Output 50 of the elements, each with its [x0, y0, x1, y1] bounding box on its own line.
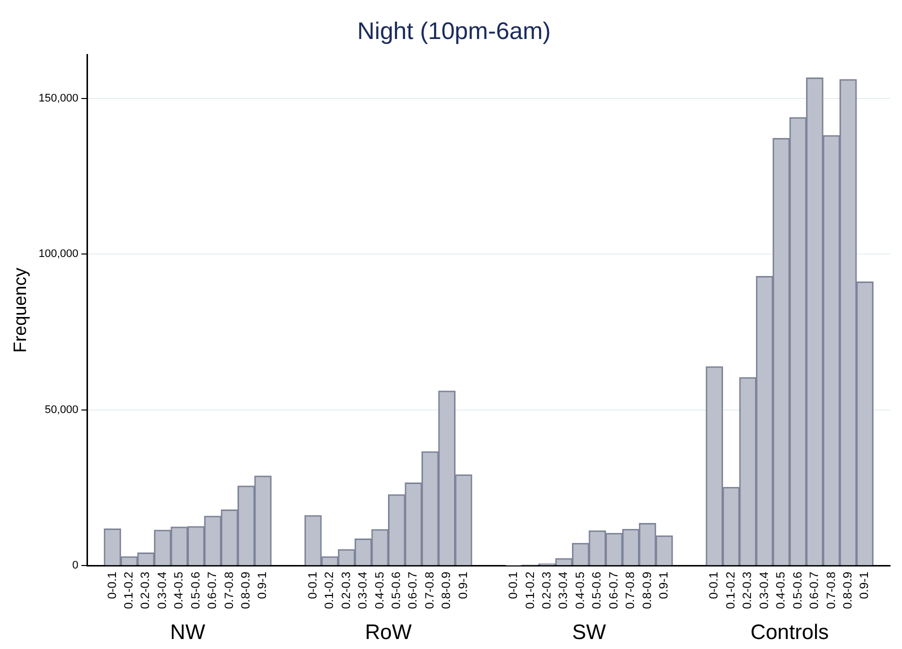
x-tick-label: 0.4-0.5 [372, 571, 386, 609]
x-tick-label: 0.9-1 [656, 571, 671, 599]
x-tick-label: 0.6-0.7 [205, 571, 220, 609]
x-tick-label: 0.1-0.2 [322, 571, 336, 609]
x-tick-label: 0.5-0.6 [590, 571, 604, 609]
x-tick-label: 0.8-0.9 [840, 571, 854, 609]
x-tick-label: 0.1-0.2 [121, 571, 136, 609]
x-tick-label: 0.7-0.8 [222, 571, 236, 609]
y-tick-label: 150,000 [38, 92, 78, 104]
x-tick-label: 0.6-0.7 [606, 571, 620, 609]
x-tick-label: 0.7-0.8 [422, 571, 436, 609]
x-tick-label: 0.4-0.5 [572, 571, 587, 609]
y-axis-title: Frequency [10, 268, 30, 353]
x-tick-label: 0-0.1 [305, 571, 320, 599]
text: Controls [750, 621, 829, 644]
x-tick-label: 0.4-0.5 [774, 571, 788, 609]
x-tick-label: 0.8-0.9 [439, 571, 454, 609]
x-tick-label: 0.9-1 [456, 571, 470, 599]
x-tick-label: 0.6-0.7 [406, 571, 420, 609]
x-tick-label: 0.2-0.3 [138, 571, 152, 609]
x-tick-label: 0.5-0.6 [790, 571, 804, 609]
x-tick-label: 0-0.1 [104, 571, 119, 599]
text: SW [572, 621, 606, 644]
x-tick-label: 0.2-0.3 [338, 571, 353, 609]
x-tick-label: 0.7-0.8 [824, 571, 838, 609]
x-tick-label: 0.4-0.5 [172, 571, 186, 609]
chart-title: Night (10pm-6am) [357, 18, 551, 46]
x-tick-label: 0.9-1 [857, 571, 872, 599]
text: RoW [365, 621, 412, 644]
x-tick-label: 0.3-0.4 [556, 571, 570, 609]
x-tick-label: 0.1-0.2 [723, 571, 738, 609]
x-tick-label: 0.2-0.3 [740, 571, 754, 609]
x-tick-label: 0.5-0.6 [389, 571, 404, 609]
x-tick-label: 0.3-0.4 [154, 571, 169, 609]
x-tick-label: 0.2-0.3 [539, 571, 554, 609]
x-tick-label: 0.7-0.8 [623, 571, 638, 609]
y-tick-label: 50,000 [44, 404, 78, 416]
x-tick-label: 0-0.1 [506, 571, 520, 599]
y-tick-label: 100,000 [38, 248, 78, 260]
x-tick-label: 0.3-0.4 [356, 571, 370, 609]
x-tick-label: 0.9-1 [255, 571, 270, 599]
y-tick-label: 0 [72, 560, 78, 572]
x-tick-label: 0.8-0.9 [640, 571, 654, 609]
x-tick-label: 0-0.1 [706, 571, 721, 599]
x-tick-label: 0.6-0.7 [807, 571, 822, 609]
x-tick-label: 0.8-0.9 [238, 571, 253, 609]
text: NW [170, 621, 206, 644]
x-tick-label: 0.5-0.6 [188, 571, 202, 609]
x-tick-label: 0.3-0.4 [756, 571, 771, 609]
x-tick-label: 0.1-0.2 [522, 571, 537, 609]
